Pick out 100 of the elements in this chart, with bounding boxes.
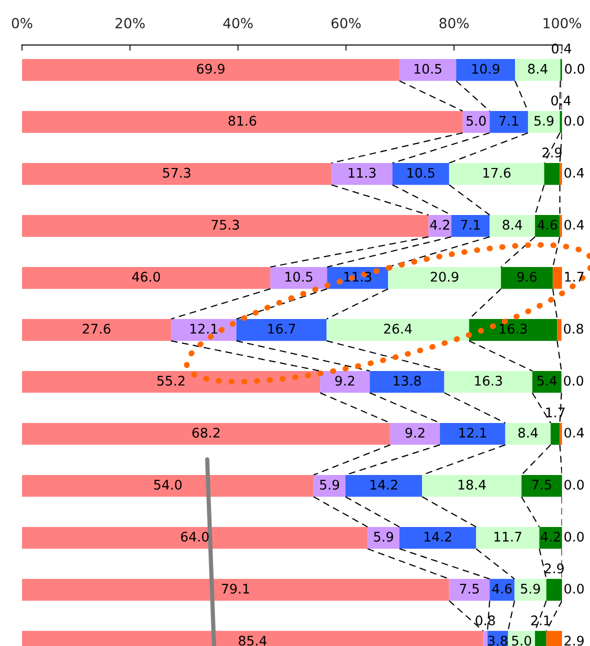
data-label: 2.9	[564, 636, 584, 646]
bar	[22, 59, 400, 81]
data-label: 0.8	[564, 324, 584, 334]
data-label: 7.5	[460, 584, 479, 594]
data-label: 7.1	[499, 116, 518, 126]
bar	[22, 111, 463, 133]
bar	[422, 474, 522, 497]
bar	[451, 215, 490, 237]
data-label: 5.0	[466, 116, 486, 126]
bar	[500, 266, 553, 289]
x-tick-label: 40%	[223, 18, 253, 28]
bar	[550, 422, 560, 445]
bar	[320, 370, 370, 393]
data-label: 75.3	[212, 220, 239, 230]
data-label: 9.2	[405, 428, 424, 438]
data-label: 0.4	[551, 96, 571, 106]
data-label: 12.1	[190, 324, 218, 334]
data-label: 14.2	[370, 480, 398, 490]
bar	[236, 318, 327, 341]
data-label: 9.6	[517, 272, 537, 282]
bar	[326, 318, 470, 341]
data-label: 0.0	[564, 376, 584, 386]
data-label: 16.3	[500, 324, 527, 334]
data-label: 5.9	[374, 532, 394, 542]
data-label: 13.8	[394, 376, 421, 386]
bar	[539, 526, 562, 549]
bar	[528, 111, 560, 133]
bar	[390, 422, 440, 445]
data-label: 9.2	[335, 376, 354, 386]
bar	[535, 215, 560, 237]
data-label: 0.0	[565, 64, 584, 74]
bar	[444, 370, 532, 393]
data-label: 0.4	[564, 168, 584, 178]
data-label: 0.0	[564, 584, 584, 594]
data-label: 20.9	[430, 272, 458, 282]
bar	[469, 318, 558, 341]
bar	[22, 266, 270, 289]
data-label: 8.4	[528, 64, 548, 74]
bar	[514, 578, 546, 601]
bar	[171, 318, 236, 341]
data-label: 55.2	[157, 376, 184, 386]
bar	[22, 318, 172, 341]
data-label: 0.4	[564, 428, 584, 438]
data-label: 3.8	[488, 636, 508, 646]
data-label: 5.9	[320, 480, 340, 490]
data-label: 8.4	[502, 220, 522, 230]
x-tick-label: 60%	[332, 18, 361, 28]
bar	[388, 266, 501, 289]
x-tick-label: 0%	[12, 18, 32, 28]
bar	[449, 578, 490, 601]
data-label: 5.9	[534, 116, 554, 126]
bar	[22, 370, 320, 393]
bar	[368, 526, 400, 549]
data-label: 10.5	[414, 64, 442, 74]
bar	[370, 370, 444, 393]
data-label: 4.6	[492, 584, 512, 594]
bar	[399, 526, 476, 549]
data-label: 5.0	[512, 636, 532, 646]
bar	[428, 215, 452, 237]
data-label: 5.4	[537, 376, 557, 386]
x-tick-label: 100%	[544, 18, 582, 28]
bar	[476, 526, 540, 549]
data-label: 0.0	[564, 480, 584, 490]
bar	[22, 215, 429, 237]
data-label: 85.4	[238, 636, 267, 646]
data-label: 10.9	[472, 64, 500, 74]
data-label: 57.3	[163, 168, 190, 178]
data-label: 46.0	[132, 272, 160, 282]
bar	[392, 163, 450, 185]
bar	[544, 163, 560, 185]
bar	[440, 422, 506, 445]
bar	[515, 59, 560, 81]
data-label: 8.4	[518, 428, 538, 438]
data-label: 81.6	[228, 116, 256, 126]
bar	[490, 215, 535, 237]
data-label: 7.1	[461, 220, 480, 230]
x-tick-label: 20%	[116, 18, 145, 28]
bar	[532, 370, 562, 393]
bar	[399, 59, 456, 81]
bar	[22, 474, 314, 497]
bar	[314, 474, 346, 497]
data-label: 0.8	[476, 615, 495, 626]
bar	[270, 266, 328, 289]
data-label: 26.4	[384, 324, 412, 334]
bar	[22, 526, 368, 549]
data-label: 2.9	[544, 563, 564, 574]
data-label: 0.4	[564, 220, 584, 230]
data-label: 4.2	[540, 532, 560, 542]
data-label: 11.3	[348, 168, 376, 178]
bar	[490, 578, 514, 601]
data-label: 5.9	[520, 584, 540, 594]
bar	[331, 163, 392, 185]
bar	[490, 111, 528, 133]
data-label: 17.6	[483, 168, 511, 178]
data-label: 69.9	[196, 64, 224, 74]
data-label: 27.6	[82, 324, 110, 334]
bar	[22, 422, 390, 445]
bar	[557, 318, 562, 341]
bar	[462, 111, 490, 133]
data-label: 11.7	[494, 532, 522, 542]
